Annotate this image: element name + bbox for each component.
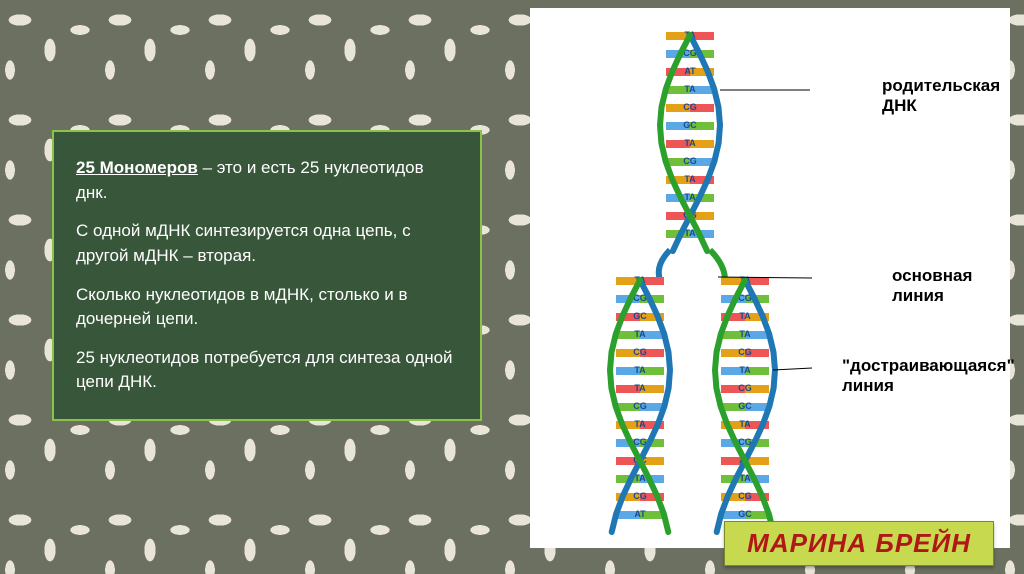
svg-text:CG: CG [683,156,697,166]
svg-text:TA: TA [684,84,696,94]
dna-diagram: TA CG AT TA CG GC TA CG TA TA CG TA TA CG GC TA CG TA TA CG… [550,20,830,540]
label-main-line1: основная [892,266,972,285]
svg-text:AT: AT [684,66,696,76]
svg-text:CG: CG [633,491,647,501]
label-main-line2: линия [892,286,944,305]
para-3: Сколько нуклеотидов в мДНК, столько и в … [76,283,458,332]
svg-text:TA: TA [684,192,696,202]
svg-text:TA: TA [739,311,751,321]
svg-text:CG: CG [738,383,752,393]
svg-text:TA: TA [634,383,646,393]
svg-text:CG: CG [633,401,647,411]
label-main: основная линия [892,266,972,307]
svg-text:TA: TA [634,365,646,375]
label-parent-line1: родительская [882,76,1000,95]
svg-text:TA: TA [634,419,646,429]
title-text: 25 Мономеров [76,158,198,177]
svg-text:TA: TA [739,419,751,429]
label-building-line2: линия [842,376,894,395]
author-text: МАРИНА БРЕЙН [747,528,971,558]
author-plate: МАРИНА БРЕЙН [724,521,994,566]
svg-text:GC: GC [738,509,752,519]
para-4: 25 нуклеотидов потребуется для синтеза о… [76,346,458,395]
svg-text:GC: GC [738,401,752,411]
svg-text:CG: CG [683,102,697,112]
svg-text:TA: TA [634,329,646,339]
label-parent-line2: ДНК [882,96,917,115]
svg-text:CG: CG [738,491,752,501]
label-building: "достраивающаяся" линия [842,356,1015,397]
text-panel: 25 Мономеров – это и есть 25 нуклеотидов… [52,130,482,421]
diagram-panel: TA CG AT TA CG GC TA CG TA TA CG TA TA CG GC TA CG TA TA CG… [530,8,1010,548]
svg-text:GC: GC [633,311,647,321]
para-2: С одной мДНК синтезируется одна цепь, с … [76,219,458,268]
svg-text:TA: TA [739,329,751,339]
svg-text:TA: TA [684,174,696,184]
label-parent: родительская ДНК [882,76,1000,117]
para-1: 25 Мономеров – это и есть 25 нуклеотидов… [76,156,458,205]
label-building-line1: "достраивающаяся" [842,356,1015,375]
svg-text:CG: CG [633,347,647,357]
svg-text:GC: GC [683,120,697,130]
svg-text:AT: AT [634,509,646,519]
svg-text:TA: TA [684,138,696,148]
svg-text:TA: TA [739,365,751,375]
svg-text:CG: CG [738,347,752,357]
